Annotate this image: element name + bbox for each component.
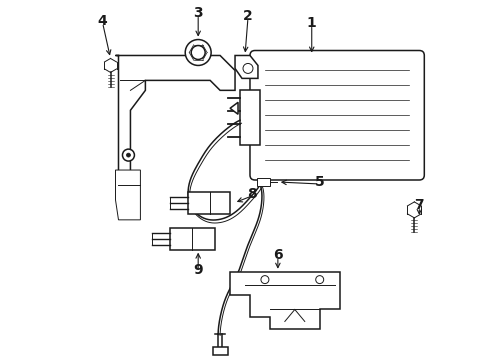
FancyBboxPatch shape — [250, 50, 424, 180]
Text: 8: 8 — [247, 187, 257, 201]
Text: 2: 2 — [243, 9, 253, 23]
Polygon shape — [171, 228, 215, 250]
Text: 5: 5 — [315, 175, 324, 189]
Circle shape — [243, 63, 253, 73]
Text: 4: 4 — [98, 14, 107, 28]
Polygon shape — [230, 272, 340, 329]
Text: 7: 7 — [415, 198, 424, 212]
Text: 6: 6 — [273, 248, 283, 262]
Text: 3: 3 — [194, 6, 203, 20]
Text: 9: 9 — [194, 263, 203, 276]
Polygon shape — [230, 102, 238, 114]
Circle shape — [122, 149, 134, 161]
Polygon shape — [116, 170, 141, 220]
Polygon shape — [235, 55, 258, 78]
Polygon shape — [213, 347, 228, 355]
Circle shape — [185, 40, 211, 66]
Polygon shape — [188, 192, 230, 214]
Polygon shape — [257, 178, 270, 186]
Circle shape — [126, 153, 130, 157]
Text: 1: 1 — [307, 15, 317, 30]
Circle shape — [316, 276, 324, 284]
Circle shape — [261, 276, 269, 284]
Polygon shape — [240, 90, 260, 145]
Circle shape — [191, 45, 205, 59]
Polygon shape — [116, 55, 235, 185]
